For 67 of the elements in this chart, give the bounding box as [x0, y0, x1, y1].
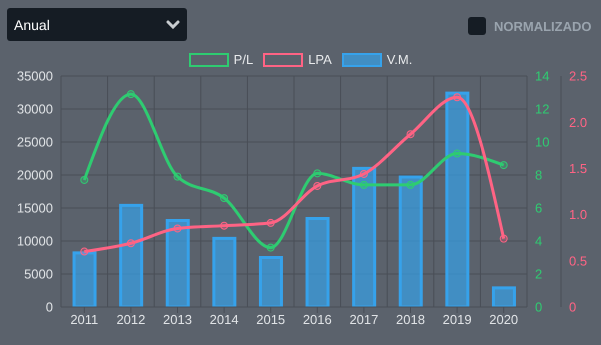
- x-tick-label: 2017: [349, 312, 378, 328]
- point: [406, 180, 414, 189]
- y-tick-label: 30000: [16, 102, 53, 117]
- dropdown: Anual: [7, 8, 187, 41]
- x-tick-label: 2012: [116, 312, 146, 328]
- y2-tick-label: 2: [535, 266, 542, 282]
- x-tick-label: 2013: [163, 312, 192, 328]
- y3-tick-label: 0.5: [569, 253, 588, 268]
- x-tick-label: 2014: [210, 312, 239, 328]
- point: [406, 130, 414, 138]
- point: [313, 169, 322, 178]
- point: [500, 161, 508, 170]
- y2-tick-label: 6: [535, 200, 542, 216]
- bar: [445, 92, 470, 307]
- y-tick-label: 5000: [24, 266, 53, 282]
- point: [360, 170, 368, 178]
- legend-label: LPA: [308, 52, 332, 67]
- point: [174, 172, 182, 181]
- bar: [212, 236, 236, 307]
- y-tick-label: 25000: [16, 134, 53, 150]
- bar: [119, 204, 144, 307]
- y2-tick-label: 12: [535, 102, 550, 117]
- point: [266, 244, 275, 252]
- legend-label: P/L: [234, 52, 254, 67]
- y2-tick-label: 8: [535, 168, 542, 183]
- x-tick-label: 2015: [256, 312, 286, 328]
- y3-tick-label: 1.5: [569, 161, 588, 176]
- y2-tick-label: 14: [535, 68, 550, 84]
- point: [220, 194, 228, 202]
- bar: [398, 175, 423, 307]
- point: [500, 234, 508, 243]
- y-tick-label: 20000: [16, 168, 53, 183]
- x-tick-label: 2019: [442, 312, 472, 328]
- y-tick-label: 35000: [16, 68, 53, 84]
- bar: [306, 217, 330, 307]
- x-tick-label: 2018: [396, 312, 425, 328]
- y3-tick-label: 0: [569, 300, 576, 315]
- point: [313, 182, 322, 190]
- y3-tick-label: 2.5: [569, 68, 588, 84]
- point: [126, 90, 135, 98]
- point: [174, 224, 182, 232]
- y2-tick-label: 0: [535, 300, 542, 315]
- point: [126, 239, 135, 248]
- point: [266, 218, 275, 227]
- bar: [492, 286, 516, 307]
- y2-tick-label: 4: [535, 234, 542, 249]
- point: [453, 93, 462, 102]
- point: [80, 176, 88, 184]
- bar: [72, 251, 97, 307]
- y3-tick-label: 2.0: [569, 114, 588, 130]
- x-tick-label: 2011: [70, 312, 98, 328]
- point: [360, 180, 368, 189]
- x-tick-label: 2016: [302, 312, 332, 328]
- y-tick-label: 0: [46, 300, 53, 315]
- y3-tick-label: 1.0: [569, 207, 588, 222]
- x-tick-label: 2020: [489, 312, 518, 328]
- text: NORMALIZADO: [494, 18, 592, 34]
- legend-label: V.M.: [386, 52, 412, 67]
- y-tick-label: 15000: [16, 200, 53, 216]
- point: [220, 222, 228, 230]
- point: [80, 248, 88, 256]
- y2-tick-label: 10: [535, 134, 550, 150]
- point: [453, 150, 462, 158]
- bar: [352, 166, 376, 307]
- y-tick-label: 10000: [16, 234, 53, 249]
- bar: [166, 219, 190, 307]
- bar: [258, 256, 283, 307]
